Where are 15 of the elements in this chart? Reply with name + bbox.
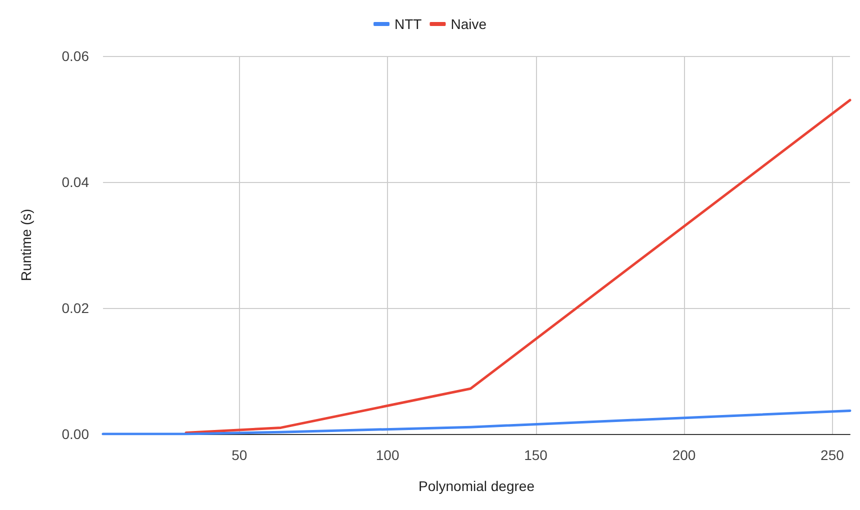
- x-tick-label: 150: [524, 447, 548, 463]
- x-tick-label: 200: [672, 447, 696, 463]
- y-tick-label: 0.02: [62, 300, 90, 316]
- line-series: [184, 98, 852, 434]
- legend-label: Naive: [450, 16, 487, 32]
- y-axis-title: Runtime (s): [18, 208, 34, 282]
- x-tick-label: 100: [376, 447, 400, 463]
- y-tick-label: 0.04: [62, 174, 90, 190]
- x-tick-label: 250: [820, 447, 844, 463]
- y-tick-label: 0.00: [62, 426, 90, 442]
- y-tick-label: 0.06: [62, 48, 90, 64]
- line-series: [102, 409, 852, 436]
- x-axis-title: Polynomial degree: [418, 478, 535, 494]
- legend-label: NTT: [394, 16, 422, 32]
- x-tick-label: 50: [232, 447, 248, 463]
